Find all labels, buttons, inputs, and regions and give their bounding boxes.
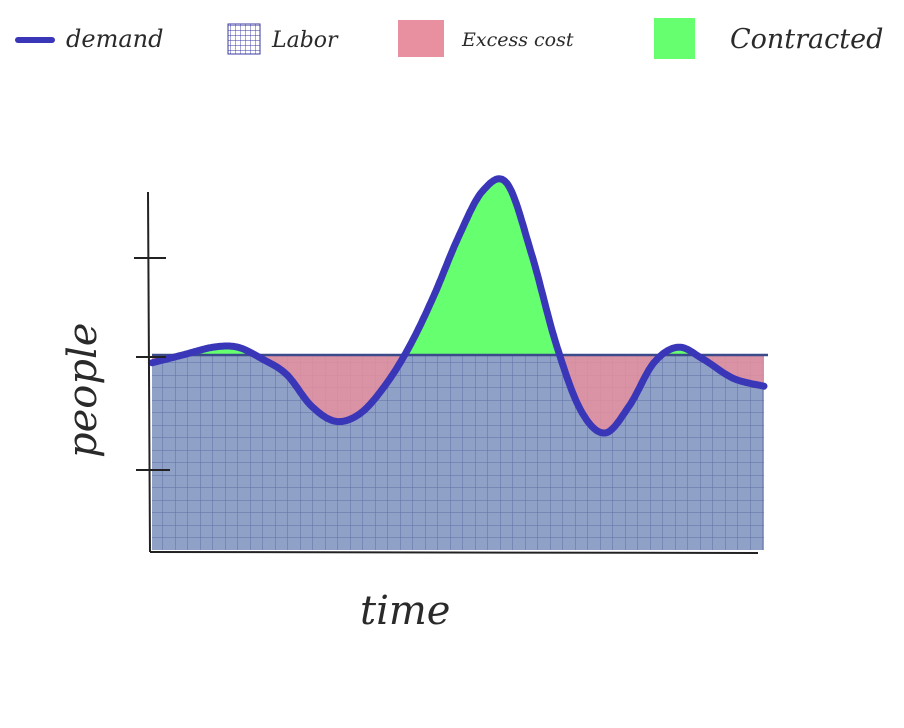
legend-label-excess: Excess cost: [461, 29, 574, 51]
legend-item-demand: demand: [15, 25, 163, 53]
legend: demand Labor Excess cost Contracted: [15, 18, 883, 59]
y-axis-label: people: [60, 323, 106, 458]
labor-grid: [152, 355, 764, 550]
y-axis: [147, 191, 151, 553]
legend-swatch-excess: [398, 20, 444, 57]
legend-swatch-labor: [227, 23, 261, 55]
legend-item-labor: Labor: [227, 23, 339, 55]
legend-item-contracted: Contracted: [654, 18, 883, 59]
legend-label-demand: demand: [66, 25, 163, 53]
legend-swatch-contracted: [654, 18, 695, 59]
demand-line: [148, 175, 768, 437]
axes: people time: [60, 191, 759, 634]
excess-cost-area: [152, 355, 764, 433]
legend-label-labor: Labor: [271, 28, 339, 53]
legend-item-excess: Excess cost: [398, 20, 574, 57]
x-axis: [149, 551, 759, 554]
contracted-area: [152, 178, 764, 355]
legend-label-contracted: Contracted: [730, 24, 883, 55]
x-axis-label: time: [360, 588, 450, 634]
